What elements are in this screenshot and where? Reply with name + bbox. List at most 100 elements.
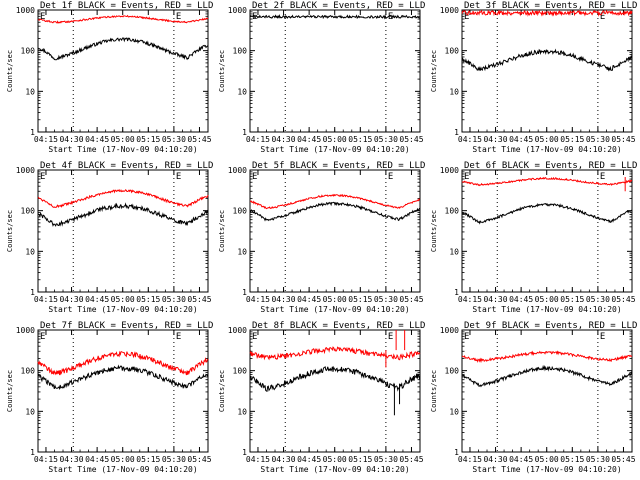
x-tick-label: 05:30: [374, 295, 398, 304]
y-axis-label: Counts/sec: [218, 50, 226, 92]
x-axis-label: Start Time (17-Nov-09 04:10:20): [472, 145, 621, 154]
series-line-events: [249, 13, 421, 20]
y-tick-label: 100: [445, 367, 460, 376]
y-tick-label: 100: [445, 47, 460, 56]
x-axis-label: Start Time (17-Nov-09 04:10:20): [48, 305, 197, 314]
y-tick-label: 1: [242, 128, 247, 137]
x-tick-label: 04:15: [246, 135, 270, 144]
x-tick-label: 05:45: [399, 295, 423, 304]
x-tick-label: 05:45: [399, 455, 423, 464]
y-tick-label: 1000: [228, 166, 247, 175]
event-marker-label: E: [40, 332, 45, 342]
event-marker-label: E: [40, 172, 45, 182]
series-line-lld: [249, 193, 421, 210]
x-axis-label: Start Time (17-Nov-09 04:10:20): [48, 465, 197, 474]
x-tick-label: 04:30: [483, 295, 507, 304]
x-tick-label: 05:45: [399, 135, 423, 144]
plot-frame: [461, 329, 633, 453]
x-tick-label: 05:45: [611, 135, 635, 144]
x-tick-label: 05:30: [586, 455, 610, 464]
x-tick-label: 04:45: [509, 455, 533, 464]
x-tick-label: 05:00: [323, 455, 347, 464]
plot-frame: [37, 9, 209, 133]
y-tick-label: 1: [454, 288, 459, 297]
y-tick-label: 1: [242, 448, 247, 457]
y-tick-label: 100: [233, 47, 248, 56]
event-marker-label: E: [388, 12, 393, 22]
y-tick-label: 1000: [440, 6, 459, 15]
event-marker-label: E: [252, 332, 257, 342]
x-tick-label: 05:00: [111, 455, 135, 464]
panel-title: Det 4f BLACK = Events, RED = LLD: [40, 161, 213, 171]
y-tick-label: 100: [233, 207, 248, 216]
y-axis-label: Counts/sec: [6, 210, 14, 252]
x-tick-label: 05:15: [348, 135, 372, 144]
plot-frame: [37, 169, 209, 293]
detector-panel-7: Det 7f BLACK = Events, RED = LLD Counts/s…: [6, 321, 213, 474]
y-tick-label: 1000: [228, 6, 247, 15]
x-tick-label: 04:15: [34, 135, 58, 144]
y-tick-label: 1: [454, 128, 459, 137]
x-axis-label: Start Time (17-Nov-09 04:10:20): [260, 465, 409, 474]
x-tick-label: 04:45: [85, 455, 109, 464]
y-tick-label: 1: [30, 448, 35, 457]
y-tick-label: 100: [233, 367, 248, 376]
panel-title: Det 9f BLACK = Events, RED = LLD: [464, 321, 637, 331]
x-tick-label: 04:15: [246, 295, 270, 304]
x-tick-label: 05:15: [560, 135, 584, 144]
y-tick-label: 10: [449, 247, 459, 256]
x-tick-label: 05:15: [136, 135, 160, 144]
x-tick-label: 05:00: [111, 295, 135, 304]
y-axis-label: Counts/sec: [218, 370, 226, 412]
panel-title: Det 8f BLACK = Events, RED = LLD: [252, 321, 425, 331]
detector-panel-5: Det 5f BLACK = Events, RED = LLD Counts/s…: [218, 161, 425, 314]
x-tick-label: 04:30: [271, 135, 295, 144]
x-tick-label: 05:30: [374, 455, 398, 464]
y-tick-label: 100: [21, 367, 36, 376]
x-tick-label: 05:30: [586, 295, 610, 304]
detector-panel-1: Det 1f BLACK = Events, RED = LLD Counts/s…: [6, 1, 213, 154]
panel-title: Det 2f BLACK = Events, RED = LLD: [252, 1, 425, 11]
x-axis-label: Start Time (17-Nov-09 04:10:20): [472, 465, 621, 474]
x-tick-label: 04:45: [297, 455, 321, 464]
series-line-events: [37, 37, 209, 61]
x-tick-label: 05:45: [187, 295, 211, 304]
y-tick-label: 100: [21, 207, 36, 216]
x-axis-label: Start Time (17-Nov-09 04:10:20): [472, 305, 621, 314]
x-tick-label: 04:45: [509, 135, 533, 144]
y-tick-label: 10: [449, 407, 459, 416]
x-tick-label: 05:30: [586, 135, 610, 144]
x-tick-label: 05:00: [535, 135, 559, 144]
x-tick-label: 05:00: [535, 295, 559, 304]
detector-panel-3: Det 3f BLACK = Events, RED = LLD Counts/s…: [430, 1, 637, 154]
x-tick-label: 04:30: [483, 455, 507, 464]
x-tick-label: 04:15: [246, 455, 270, 464]
x-tick-label: 05:30: [162, 135, 186, 144]
event-marker-label: E: [600, 12, 605, 22]
panel-title: Det 6f BLACK = Events, RED = LLD: [464, 161, 637, 171]
y-tick-label: 1: [30, 288, 35, 297]
event-marker-label: E: [464, 172, 469, 182]
y-tick-label: 1000: [16, 326, 35, 335]
x-tick-label: 04:30: [271, 455, 295, 464]
x-tick-label: 05:15: [560, 295, 584, 304]
y-tick-label: 1000: [440, 166, 459, 175]
x-tick-label: 05:15: [136, 455, 160, 464]
panel-title: Det 1f BLACK = Events, RED = LLD: [40, 1, 213, 11]
detector-panel-6: Det 6f BLACK = Events, RED = LLD Counts/s…: [430, 161, 637, 314]
event-marker-label: E: [464, 332, 469, 342]
y-axis-label: Counts/sec: [430, 50, 438, 92]
x-tick-label: 04:30: [271, 295, 295, 304]
y-tick-label: 10: [25, 87, 35, 96]
event-marker-label: E: [176, 332, 181, 342]
series-line-events: [461, 364, 633, 388]
x-axis-label: Start Time (17-Nov-09 04:10:20): [48, 145, 197, 154]
x-tick-label: 05:45: [611, 295, 635, 304]
panel-title: Det 3f BLACK = Events, RED = LLD: [464, 1, 637, 11]
x-tick-label: 05:00: [111, 135, 135, 144]
x-tick-label: 05:00: [323, 295, 347, 304]
y-tick-label: 1: [30, 128, 35, 137]
x-tick-label: 05:15: [348, 295, 372, 304]
series-line-lld: [37, 350, 209, 376]
